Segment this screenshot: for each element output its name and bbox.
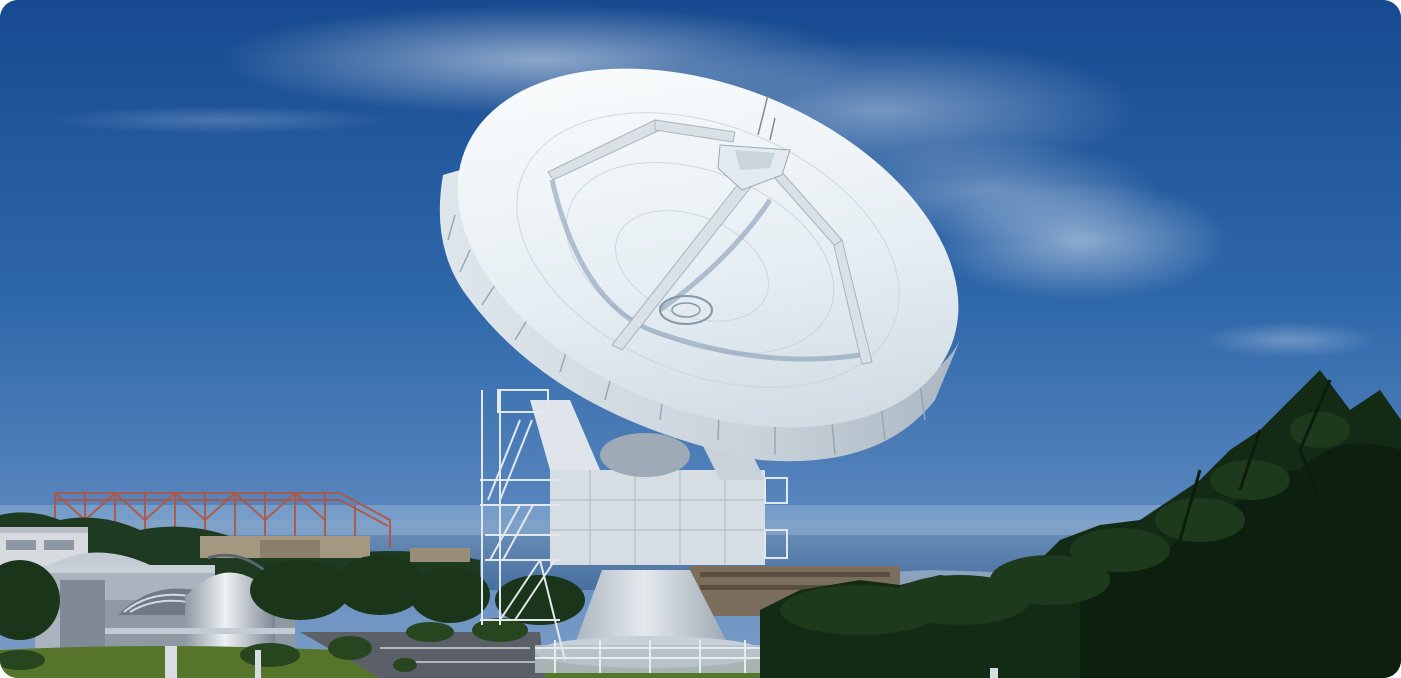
observatory-building bbox=[35, 552, 295, 660]
subreflector bbox=[717, 94, 791, 191]
foreground-posts bbox=[165, 646, 998, 678]
telescope-pedestal bbox=[535, 570, 767, 673]
midground-trees bbox=[0, 555, 585, 640]
distant-buildings bbox=[200, 536, 470, 562]
subreflector-struts bbox=[547, 119, 873, 365]
dish-vertex-hole bbox=[659, 295, 713, 325]
telescope-mount bbox=[530, 400, 765, 565]
parking-lines bbox=[380, 647, 535, 663]
pine-trees-right bbox=[760, 370, 1401, 678]
telescope-stairs bbox=[480, 389, 788, 661]
